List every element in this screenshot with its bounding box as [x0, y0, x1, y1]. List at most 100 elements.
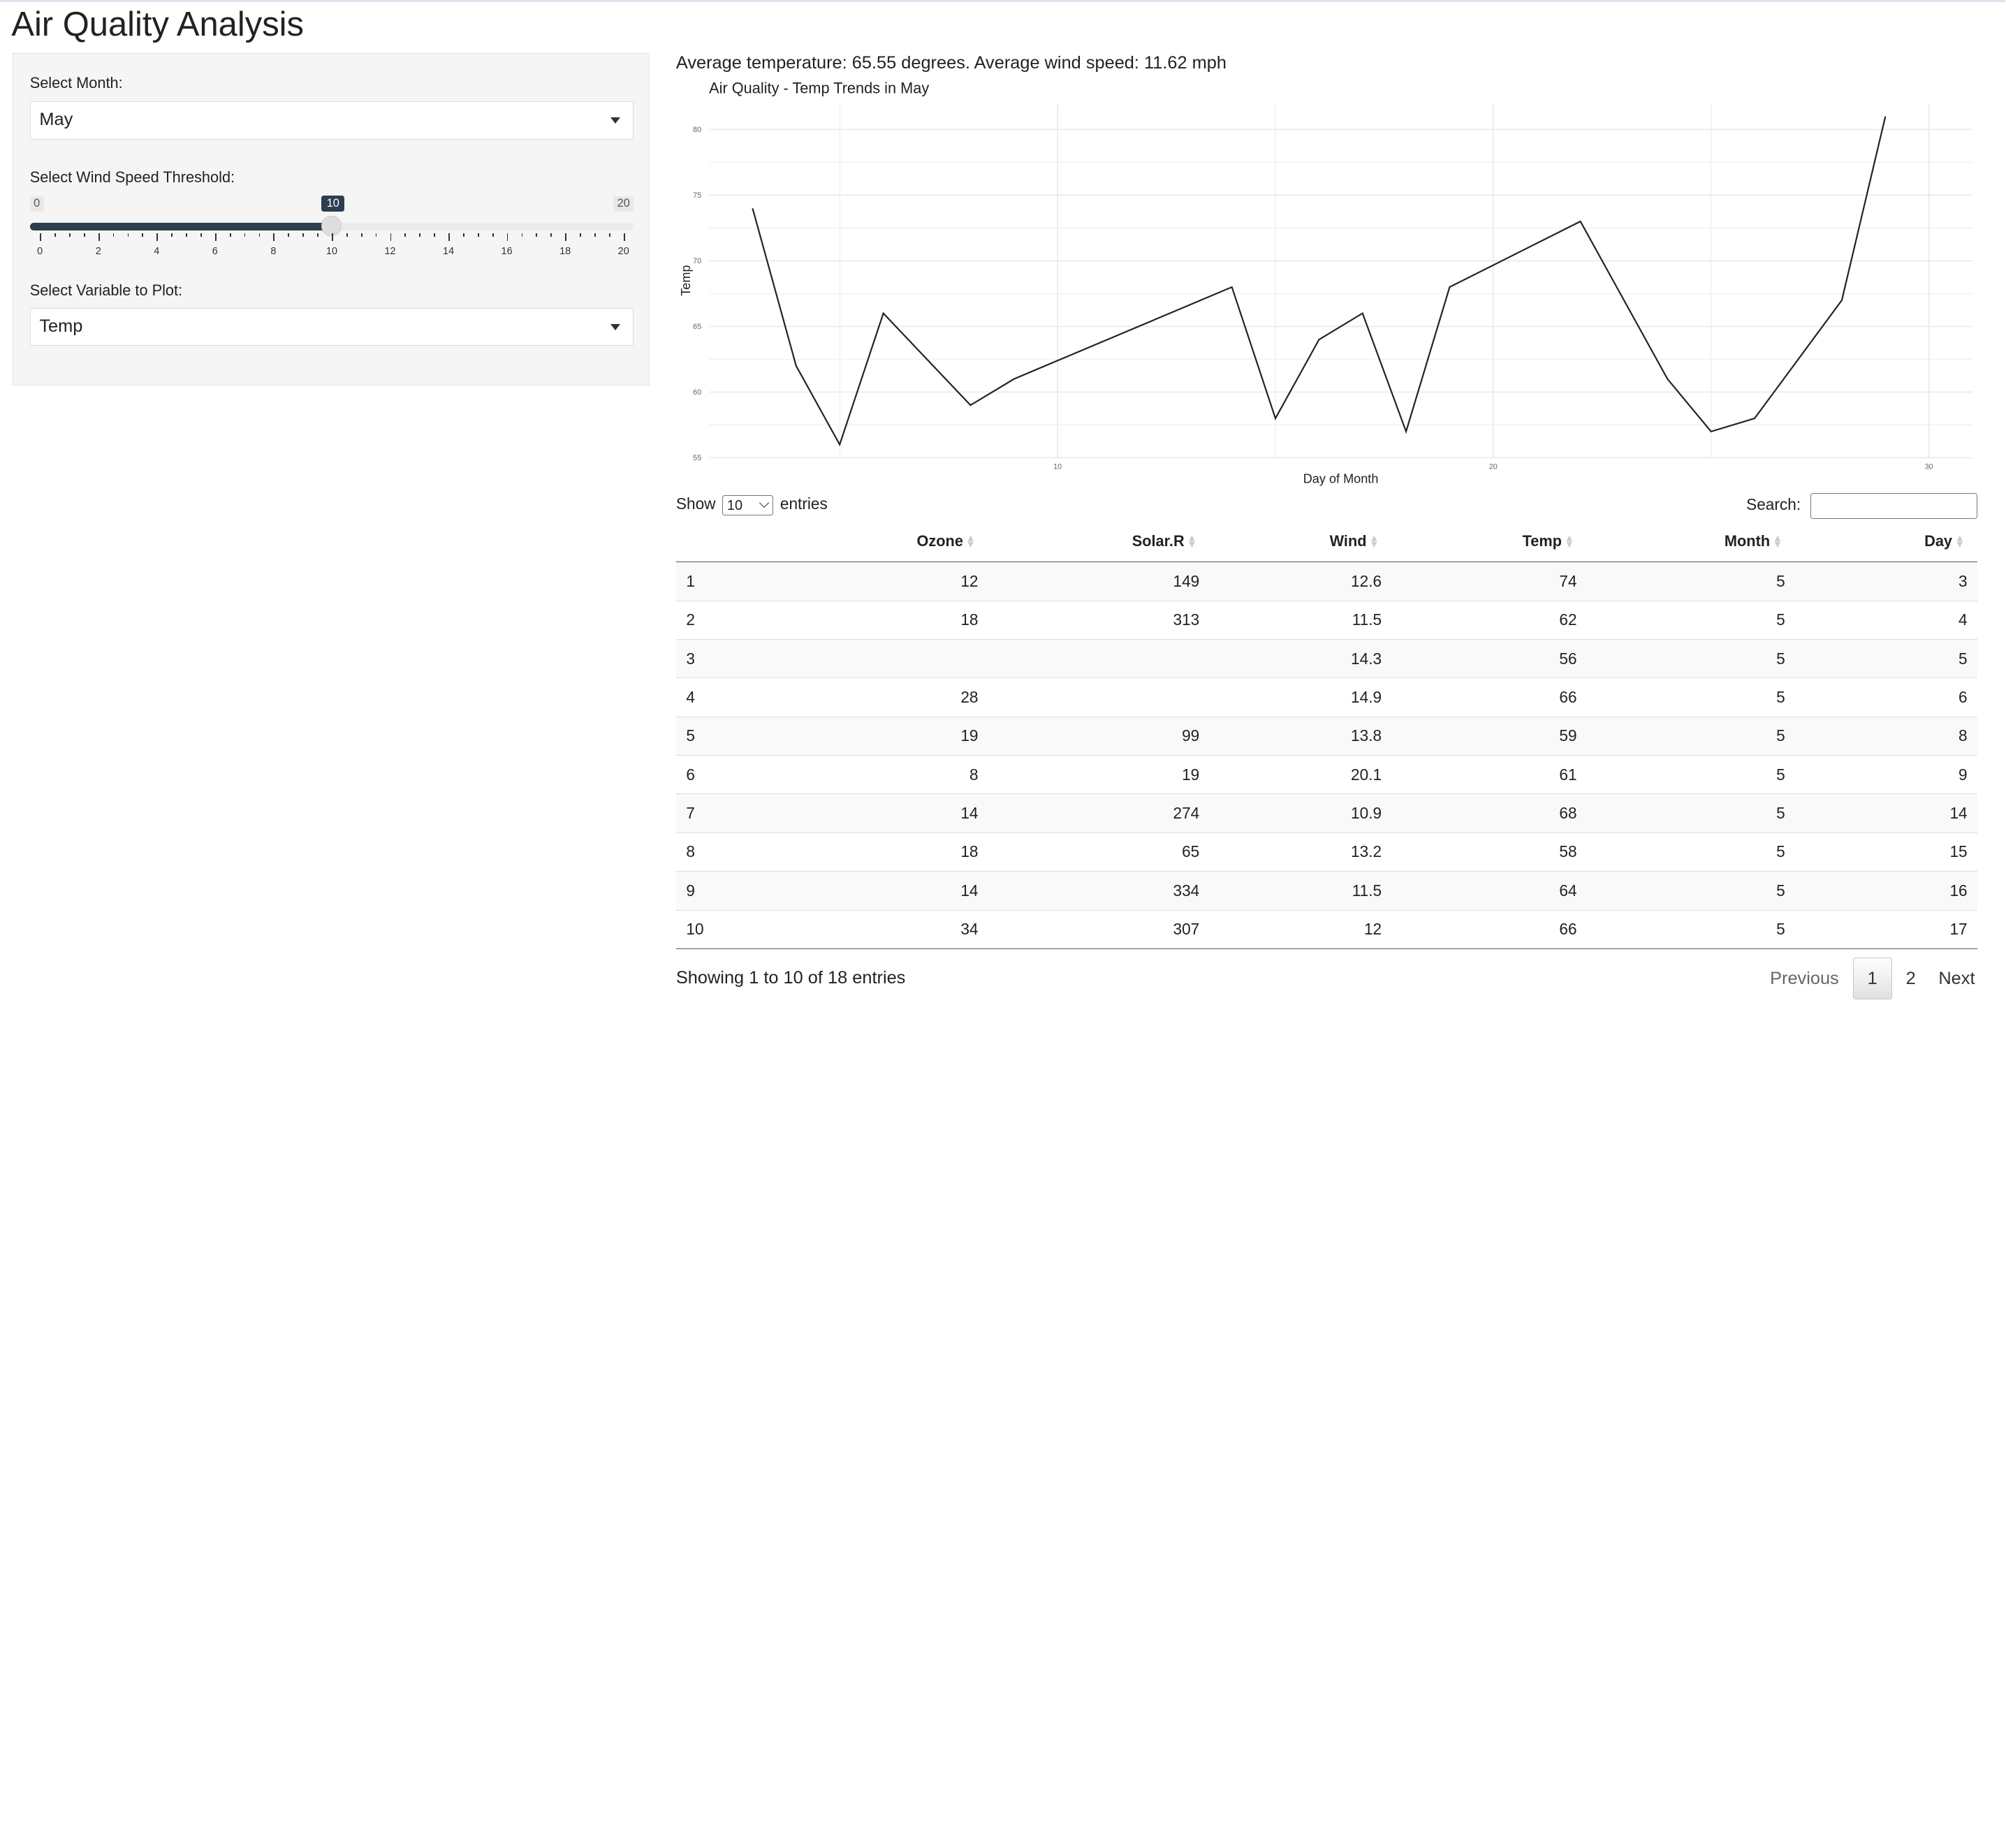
chart-series-line-temp	[752, 116, 1887, 447]
month-select-label: Select Month:	[29, 73, 123, 91]
variable-select[interactable]: Temp	[29, 307, 634, 346]
page-2-button[interactable]: 2	[1905, 969, 1916, 989]
column-header-label: Solar.R	[1132, 532, 1185, 550]
table-cell: 18	[754, 832, 989, 872]
slider-value-label: 10	[321, 195, 345, 212]
wind-slider-label: Select Wind Speed Threshold:	[29, 168, 235, 186]
chart-x-tick-label: 10	[1053, 463, 1062, 471]
entries-length-select[interactable]: 10	[722, 494, 773, 515]
summary-text: Average temperature: 65.55 degrees. Aver…	[675, 52, 1227, 73]
table-cell: 1	[675, 562, 754, 601]
sort-icon: ▲ ▼	[1772, 533, 1783, 551]
table-body: 1 12 149 12.6 74 5 3 2 18 313 11.5 62 5 4 3 14.3 56 5 5 4 28…	[675, 562, 1978, 949]
column-header-month[interactable]: Month ▲ ▼	[1587, 521, 1796, 563]
slider-tick	[419, 233, 421, 237]
sort-icon: ▲ ▼	[1369, 533, 1379, 551]
next-page-button[interactable]: Next	[1938, 969, 1975, 989]
table-cell: 7	[675, 793, 754, 833]
column-header-ozone[interactable]: Ozone ▲ ▼	[754, 521, 989, 563]
slider-tick	[40, 233, 41, 241]
column-header-label: Wind	[1329, 532, 1367, 550]
table-cell: 61	[1391, 755, 1588, 794]
slider-tick	[521, 233, 523, 237]
table-cell: 5	[1587, 871, 1796, 910]
chevron-down-icon	[610, 117, 621, 124]
table-cell: 64	[1391, 871, 1588, 910]
previous-page-button[interactable]: Previous	[1770, 969, 1839, 989]
slider-tick	[186, 233, 187, 237]
chart-y-tick-label: 80	[693, 126, 701, 134]
table-cell: 68	[1391, 793, 1588, 833]
chart-y-tick-label: 75	[693, 191, 701, 200]
table-cell: 6	[1795, 677, 1978, 717]
table-cell: 10.9	[1209, 793, 1392, 833]
slider-tick-label: 16	[501, 246, 513, 257]
table-cell: 5	[675, 716, 754, 756]
chart-y-tick-label: 65	[693, 323, 701, 331]
slider-tick-label: 2	[95, 246, 101, 257]
slider-tick	[229, 233, 231, 237]
table-cell: 5	[1587, 716, 1796, 756]
chart-y-tick-label: 55	[693, 454, 701, 462]
table-cell: 14.9	[1209, 677, 1392, 717]
page-1-button[interactable]: 1	[1852, 958, 1892, 1000]
column-header-label: Day	[1924, 532, 1953, 550]
slider-tick	[142, 233, 144, 237]
slider-tick	[506, 233, 508, 241]
column-header-temp[interactable]: Temp ▲ ▼	[1391, 521, 1588, 563]
table-cell: 334	[988, 871, 1210, 910]
column-header-label: Ozone	[916, 532, 963, 550]
table-cell: 74	[1391, 562, 1588, 601]
table-cell: 8	[754, 755, 989, 794]
chart-y-tick-label: 70	[693, 257, 701, 265]
length-label-after: entries	[779, 494, 828, 513]
column-header-day[interactable]: Day ▲ ▼	[1795, 521, 1978, 563]
slider-tick	[434, 233, 435, 237]
table-cell: 18	[754, 600, 989, 640]
column-header-solar-r[interactable]: Solar.R ▲ ▼	[988, 521, 1210, 563]
slider-tick	[550, 233, 552, 237]
chart-x-tick-label: 20	[1489, 463, 1498, 471]
table-cell: 9	[675, 871, 754, 910]
table-cell: 14	[754, 871, 989, 910]
table-length-control: Show 10 entries	[676, 494, 828, 515]
table-cell: 13.2	[1209, 832, 1392, 872]
table-cell: 8	[1795, 716, 1978, 756]
table-cell: 5	[1587, 755, 1796, 794]
slider-tick	[448, 233, 450, 241]
slider-tick	[536, 233, 538, 237]
slider-tick	[288, 233, 290, 237]
slider-tick	[83, 233, 85, 237]
slider-tick	[404, 233, 407, 237]
table-row: 2 18 313 11.5 62 5 4	[675, 600, 1978, 640]
wind-speed-slider[interactable]: 0 20 10 0 2 4 6 8 10 12 14 16 18 20	[29, 195, 634, 259]
column-header-label: Month	[1724, 532, 1771, 550]
search-input[interactable]	[1810, 493, 1978, 519]
table-row: 8 18 65 13.2 58 5 15	[675, 832, 1978, 872]
table-cell: 5	[1587, 677, 1796, 717]
table-cell: 12	[1209, 909, 1392, 949]
table-row: 9 14 334 11.5 64 5 16	[675, 871, 1978, 910]
table-row: 4 28 14.9 66 5 6	[675, 677, 1978, 717]
table-cell: 8	[675, 832, 754, 872]
chart-y-tick-label: 60	[693, 388, 701, 397]
slider-tick	[331, 233, 333, 241]
app-page: Air Quality Analysis Select Month: May S…	[0, 0, 2005, 1000]
table-cell: 313	[988, 600, 1210, 640]
table-cell: 5	[1587, 793, 1796, 833]
table-cell: 10	[675, 909, 754, 949]
chart-grid	[709, 103, 1972, 459]
table-cell: 19	[754, 716, 989, 756]
table-header-row: Ozone ▲ ▼ Solar.R ▲ ▼ Wind ▲ ▼ Temp ▲ ▼ Month ▲ ▼ Day ▲ ▼	[675, 521, 1978, 563]
month-select[interactable]: May	[29, 101, 634, 140]
table-cell: 66	[1391, 909, 1588, 949]
table-cell	[988, 677, 1210, 717]
slider-tick	[112, 233, 115, 237]
slider-tick	[623, 233, 625, 241]
column-header-wind[interactable]: Wind ▲ ▼	[1209, 521, 1392, 563]
table-cell: 13.8	[1209, 716, 1392, 756]
table-cell: 5	[1587, 909, 1796, 949]
table-info: Showing 1 to 10 of 18 entries	[675, 967, 906, 988]
table-row: 1 12 149 12.6 74 5 3	[675, 562, 1978, 601]
slider-tick-label: 12	[384, 246, 396, 257]
